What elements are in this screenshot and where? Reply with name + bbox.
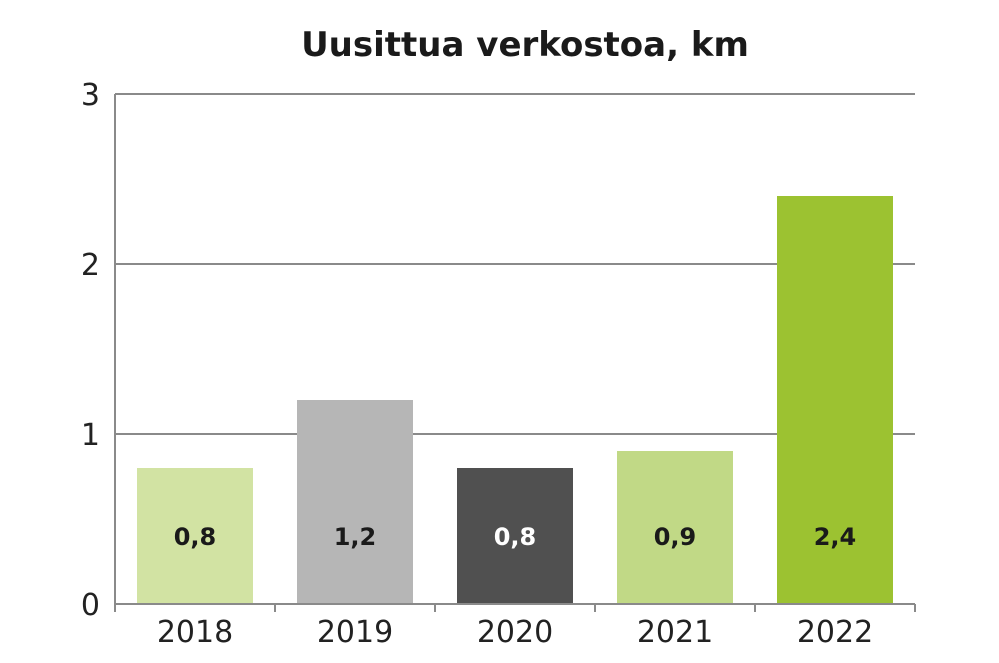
x-tick-labels: 2018 2019 2020 2021 2022 — [157, 615, 873, 650]
x-tick-label: 2020 — [477, 615, 553, 650]
y-tick-label: 3 — [81, 78, 100, 113]
y-tick-labels: 0 1 2 3 — [81, 78, 100, 623]
x-tick-label: 2018 — [157, 615, 233, 650]
bar-2018 — [137, 468, 253, 604]
x-tick-label: 2021 — [637, 615, 713, 650]
x-tick-label: 2022 — [797, 615, 873, 650]
bars — [137, 196, 893, 604]
data-labels: 0,8 1,2 0,8 0,9 2,4 — [174, 523, 857, 551]
data-label-2019: 1,2 — [334, 523, 377, 551]
data-label-2018: 0,8 — [174, 523, 217, 551]
bar-2021 — [617, 451, 733, 604]
bar-2022 — [777, 196, 893, 604]
y-tick-label: 1 — [81, 418, 100, 453]
axes — [114, 94, 916, 612]
data-label-2021: 0,9 — [654, 523, 697, 551]
x-tick-label: 2019 — [317, 615, 393, 650]
bar-2020 — [457, 468, 573, 604]
bar-2019 — [297, 400, 413, 604]
data-label-2020: 0,8 — [494, 523, 537, 551]
data-label-2022: 2,4 — [814, 523, 857, 551]
y-tick-label: 0 — [81, 588, 100, 623]
y-tick-label: 2 — [81, 248, 100, 283]
chart-title: Uusittua verkostoa, km — [301, 25, 749, 65]
